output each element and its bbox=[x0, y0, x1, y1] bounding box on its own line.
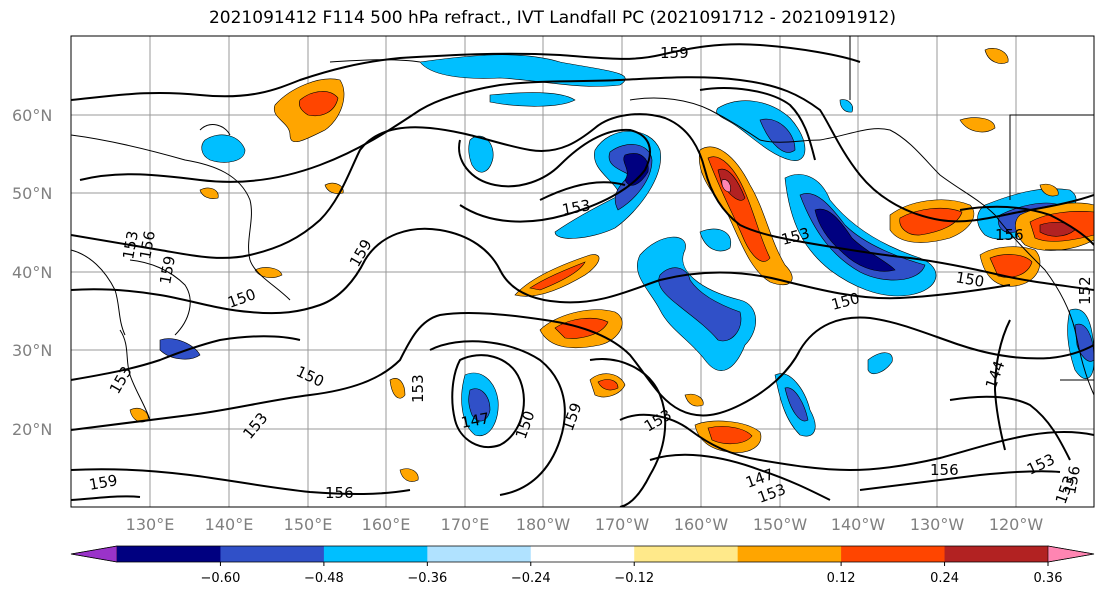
colorbar-outline bbox=[70, 545, 1095, 563]
lon-label: 160°E bbox=[362, 515, 411, 534]
lon-label: 170°E bbox=[441, 515, 490, 534]
lon-label: 160°W bbox=[674, 515, 729, 534]
colorbar-bin bbox=[323, 546, 428, 562]
contour-label: 159 bbox=[156, 254, 179, 285]
lat-label: 30°N bbox=[12, 341, 52, 360]
colorbar-tick-label: −0.60 bbox=[201, 571, 241, 586]
colorbar-bin bbox=[841, 546, 946, 562]
contour-label: 150 bbox=[954, 268, 985, 291]
lon-label: 140°W bbox=[831, 515, 886, 534]
contour-label: 152 bbox=[1076, 276, 1094, 305]
contour-label: 156 bbox=[325, 484, 354, 502]
chart-title: 2021091412 F114 500 hPa refract., IVT La… bbox=[208, 8, 896, 28]
lat-label: 50°N bbox=[12, 184, 52, 203]
contour-label: 156 bbox=[995, 226, 1024, 244]
colorbar-extend-low bbox=[70, 545, 118, 563]
lon-label: 130°W bbox=[910, 515, 965, 534]
colorbar-extend-high bbox=[1047, 545, 1095, 563]
colorbar-tick-label: −0.24 bbox=[511, 571, 551, 586]
colorbar-bin bbox=[944, 546, 1049, 562]
colorbar-tick-label: 0.12 bbox=[827, 571, 856, 586]
map-border bbox=[70, 35, 1095, 508]
contour-label: 156 bbox=[930, 461, 959, 479]
height-contours bbox=[71, 43, 1094, 507]
lon-label: 150°W bbox=[753, 515, 808, 534]
contour-label: 153 bbox=[409, 374, 427, 403]
colorbar bbox=[70, 545, 1095, 563]
colorbar-tick-label: 0.24 bbox=[930, 571, 959, 586]
colorbar-bin bbox=[427, 546, 532, 562]
longitude-labels: 130°E 140°E 150°E 160°E 170°E 180°W 170°… bbox=[126, 515, 1044, 534]
filled-anomaly-patches bbox=[129, 48, 1094, 482]
colorbar-tick-label: −0.48 bbox=[304, 571, 344, 586]
contour-label: 153 bbox=[561, 196, 592, 219]
colorbar-ticks: −0.60−0.48−0.36−0.24−0.120.120.240.360.4… bbox=[201, 562, 1063, 586]
colorbar-tick-label: 0.36 bbox=[1034, 571, 1063, 586]
contour-label: 156 bbox=[136, 229, 159, 260]
colorbar-bin bbox=[530, 546, 635, 562]
lat-label: 20°N bbox=[12, 420, 52, 439]
contour-label: 147 bbox=[460, 409, 491, 432]
lon-label: 140°E bbox=[205, 515, 254, 534]
lon-label: 180°W bbox=[516, 515, 571, 534]
colorbar-tick-label: −0.12 bbox=[614, 571, 654, 586]
lat-label: 60°N bbox=[12, 106, 52, 125]
lon-label: 130°E bbox=[126, 515, 175, 534]
contour-label: 159 bbox=[88, 471, 119, 494]
colorbar-bin bbox=[117, 546, 221, 562]
lon-label: 150°E bbox=[284, 515, 333, 534]
colorbar-bin bbox=[220, 546, 325, 562]
coastlines bbox=[71, 36, 1094, 421]
latitude-labels: 60°N 50°N 40°N 30°N 20°N bbox=[12, 106, 52, 439]
contour-label: 153 bbox=[119, 229, 142, 260]
colorbar-bin bbox=[634, 546, 739, 562]
lon-label: 120°W bbox=[989, 515, 1044, 534]
contour-label: 156 bbox=[1061, 464, 1084, 495]
colorbar-bin bbox=[737, 546, 842, 562]
lat-label: 40°N bbox=[12, 263, 52, 282]
contour-label: 159 bbox=[660, 44, 689, 62]
colorbar-tick-label: −0.36 bbox=[407, 571, 447, 586]
lon-label: 170°W bbox=[595, 515, 650, 534]
